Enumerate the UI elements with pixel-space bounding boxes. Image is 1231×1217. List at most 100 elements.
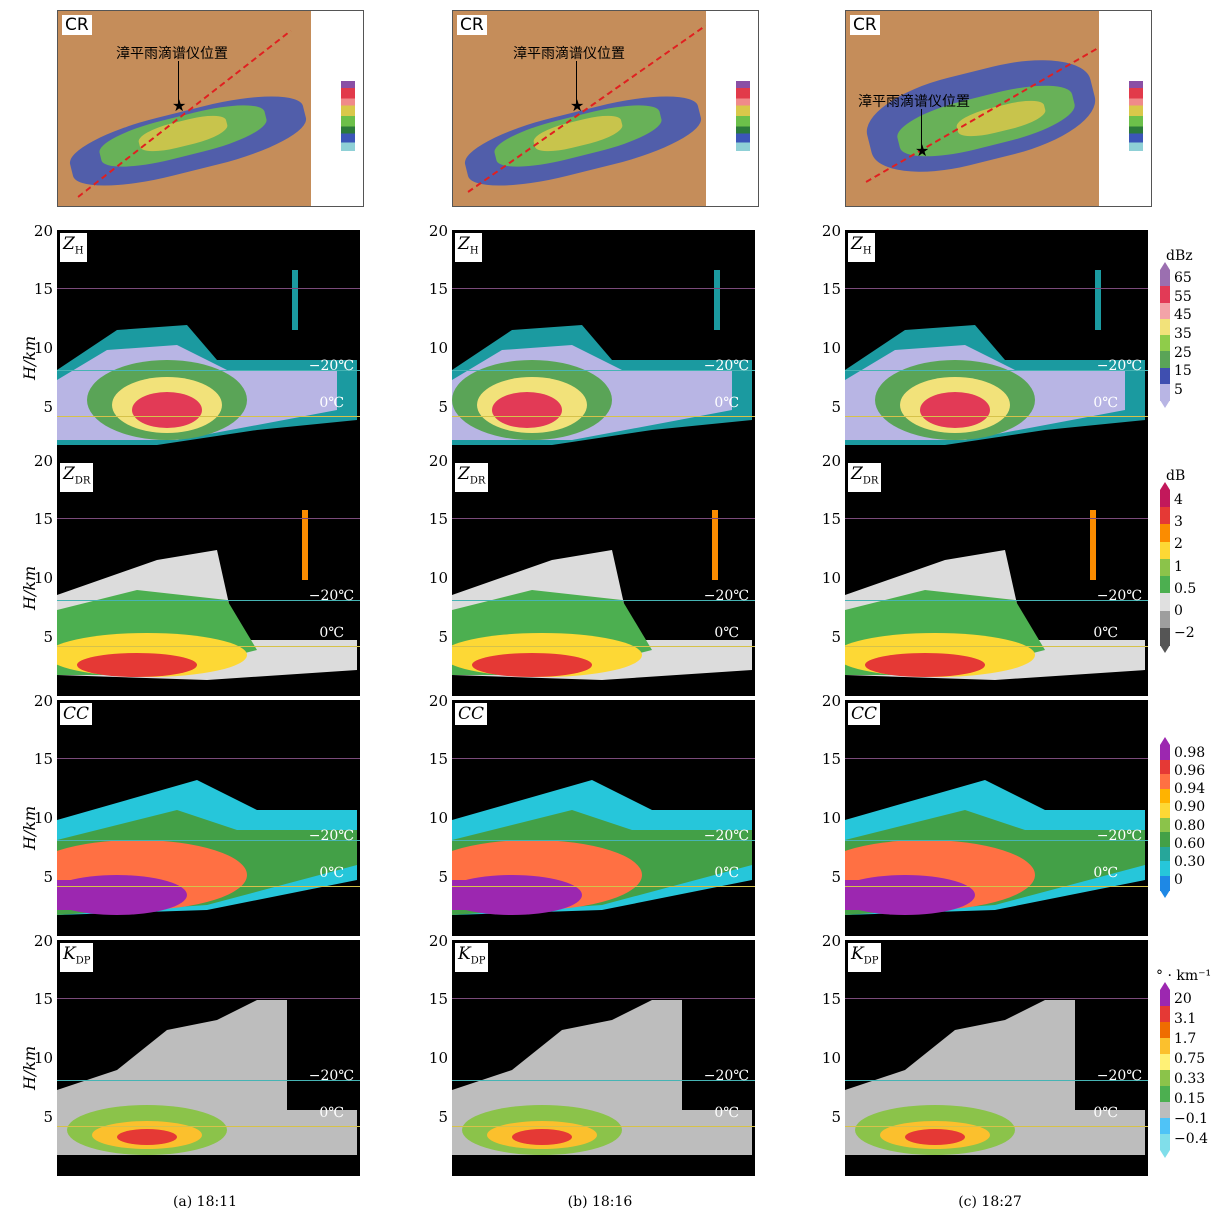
colorbar-segment: [1160, 383, 1170, 401]
variable-tag-main: Z: [63, 234, 75, 254]
y-tick-label: 20: [821, 932, 841, 950]
variable-tag-zdr: ZDR: [60, 463, 94, 493]
y-tick-label: 15: [33, 280, 53, 298]
colorbar-unit: dBz: [1166, 248, 1193, 264]
colorbar-label: 25: [1174, 344, 1192, 361]
colorbar-label: −2: [1174, 624, 1195, 641]
colorbar-label: 15: [1174, 363, 1192, 380]
radar-field: [57, 998, 360, 1155]
y-tick-label: 5: [43, 398, 53, 416]
colorbar-segment: [1160, 1070, 1170, 1086]
colorbar-segment: [1160, 1134, 1170, 1150]
y-axis-label: H/km: [20, 1045, 39, 1090]
colorbar-segment: [1160, 875, 1170, 891]
colorbar-label: 0.90: [1174, 799, 1206, 816]
y-tick-label: 5: [43, 1108, 53, 1126]
variable-tag-kdp: KDP: [455, 943, 489, 973]
y-tick-label: 5: [438, 1108, 448, 1126]
star-icon: ★: [172, 96, 187, 115]
variable-tag-zh: ZH: [60, 233, 87, 263]
variable-tag-sub: DR: [74, 475, 91, 487]
colorbar-segment: [1160, 627, 1170, 646]
colorbar-segment: [1160, 507, 1170, 526]
colorbar-label: 55: [1174, 288, 1192, 305]
colorbar-segment: [1160, 576, 1170, 595]
colorbar-label: 0.33: [1174, 1071, 1206, 1087]
y-axis-label: H/km: [20, 805, 39, 850]
isotherm-zero-label: 0℃: [714, 1105, 739, 1121]
colorbar-label: 4: [1174, 492, 1183, 509]
colorbar-segment: [1160, 861, 1170, 876]
y-tick-label: 15: [821, 750, 841, 768]
y-tick-label: 10: [33, 339, 53, 357]
y-tick-label: 15: [33, 750, 53, 768]
colorbar-unit: ° · km⁻¹: [1156, 968, 1212, 984]
y-tick-label: 10: [33, 809, 53, 827]
radar-field: [845, 510, 1148, 680]
y-axis-label: H/km: [20, 335, 39, 380]
y-tick-label: 5: [831, 1108, 841, 1126]
map-color-legend: [736, 81, 750, 151]
colorbar-label: 65: [1174, 270, 1192, 287]
isotherm-zero-label: 0℃: [1093, 395, 1118, 411]
colorbar-label: 0.5: [1174, 580, 1197, 597]
isotherm-zero-label: 0℃: [319, 625, 344, 641]
variable-tag-sub: H: [74, 245, 84, 257]
pointer-arrow: [921, 109, 922, 149]
radar-field: [452, 510, 755, 680]
variable-tag-cc: CC: [848, 703, 881, 725]
pointer-arrow: [178, 61, 179, 104]
colorbar-max-arrow: [1160, 262, 1170, 270]
radar-field: [845, 998, 1148, 1155]
colorbar-segment: [1160, 286, 1170, 304]
variable-tag-zdr: ZDR: [848, 463, 882, 493]
isotherm-zero-label: 0℃: [319, 395, 344, 411]
variable-tag-cc: CC: [60, 703, 93, 725]
y-tick-label: 20: [428, 452, 448, 470]
variable-tag-main: CC: [851, 704, 878, 724]
isotherm-minus20-label: −20℃: [703, 588, 749, 604]
y-tick-label: 10: [821, 809, 841, 827]
panel-zdr-1: ZDR −20℃ 0℃: [452, 460, 755, 696]
y-tick-label: 15: [428, 750, 448, 768]
isotherm-zero-label: 0℃: [1093, 865, 1118, 881]
cr-tag: CR: [62, 15, 92, 35]
variable-tag-main: K: [458, 944, 471, 964]
map-legend-panel: [706, 11, 758, 206]
colorbar-segment: [1160, 1022, 1170, 1038]
colorbar-segment: [1160, 1086, 1170, 1102]
colorbar-label: 3: [1174, 514, 1183, 531]
y-tick-label: 10: [428, 1049, 448, 1067]
y-tick-label: 20: [428, 692, 448, 710]
y-tick-label: 20: [821, 452, 841, 470]
variable-tag-main: CC: [63, 704, 90, 724]
panel-kdp-1: KDP −20℃ 0℃: [452, 940, 755, 1176]
isotherm-minus20-label: −20℃: [703, 1068, 749, 1084]
radar-field: [57, 270, 360, 445]
colorbar-segment: [1160, 490, 1170, 508]
colorbar-max-arrow: [1160, 482, 1170, 490]
colorbar-segment: [1160, 803, 1170, 818]
colorbar-segment: [1160, 610, 1170, 629]
panel-zdr-2: ZDR −20℃ 0℃: [845, 460, 1148, 696]
radar-field: [452, 758, 755, 915]
colorbar-label: 0.30: [1174, 853, 1206, 870]
colorbar-segment: [1160, 846, 1170, 862]
y-tick-label: 5: [438, 628, 448, 646]
variable-tag-kdp: KDP: [60, 943, 94, 973]
colorbar-segment: [1160, 774, 1170, 789]
isotherm-zero-label: 0℃: [714, 865, 739, 881]
colorbar-label: 35: [1174, 326, 1192, 342]
colorbar-segment: [1160, 1118, 1170, 1134]
colorbar-label: 1.7: [1174, 1031, 1197, 1047]
colorbar-label: 1: [1174, 558, 1183, 575]
variable-tag-main: Z: [63, 464, 75, 484]
station-location-label: 漳平雨滴谱仪位置: [116, 46, 228, 62]
isotherm-minus20-label: −20℃: [703, 358, 749, 374]
colorbar-label: 3.1: [1174, 1011, 1197, 1027]
colorbar-segment: [1160, 832, 1170, 847]
colorbar-label: 5: [1174, 381, 1183, 398]
colorbar-label: 0.15: [1174, 1091, 1206, 1107]
y-tick-label: 5: [831, 398, 841, 416]
station-location-label: 漳平雨滴谱仪位置: [858, 94, 970, 110]
